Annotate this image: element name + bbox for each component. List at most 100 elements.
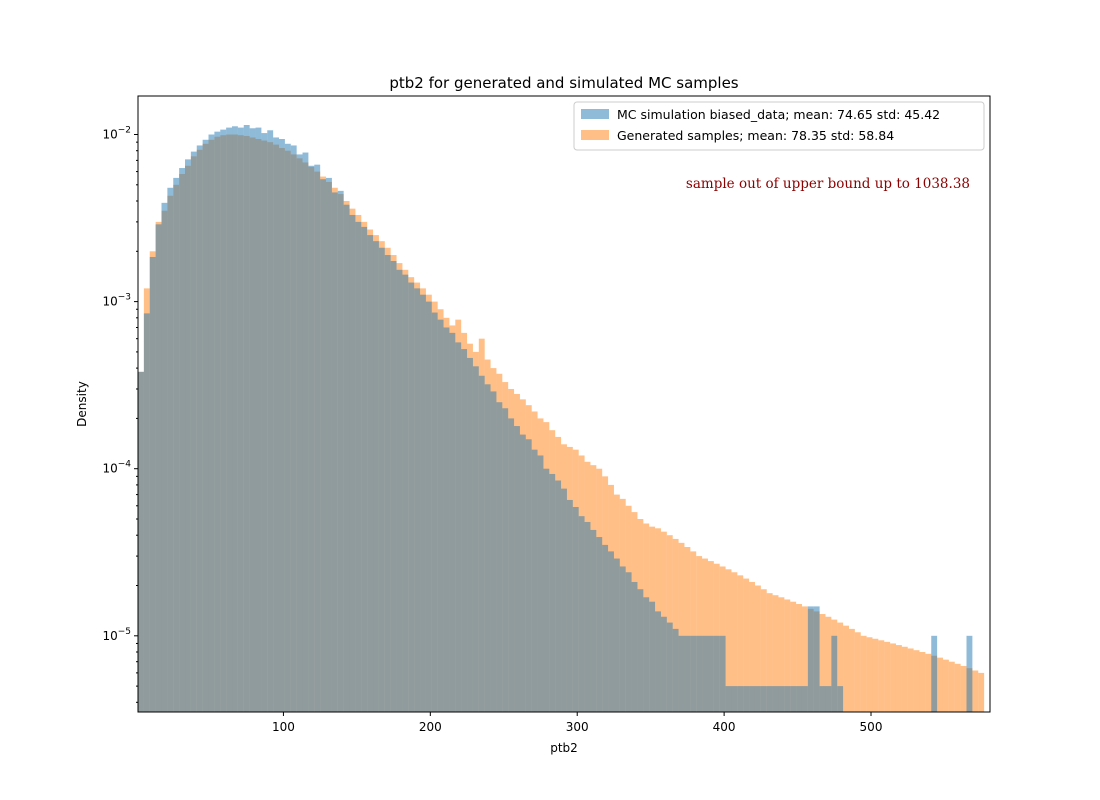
y-tick-label: 10−3 [102,293,131,309]
histogram-bar [866,637,873,712]
histogram-bar [737,575,744,712]
histogram-bar [796,686,802,712]
histogram-bar [420,294,426,712]
histogram-bar [155,224,162,712]
histogram-bar [284,143,291,713]
histogram-bar [901,646,908,712]
histogram-bar [296,154,303,713]
histogram-bar [396,269,403,712]
histogram-bar [790,686,797,712]
histogram-bar [608,551,614,712]
series-mc-simulation-bars [138,125,973,713]
histogram-bar [202,139,209,712]
histogram-bar [279,139,285,712]
histogram-bar [937,657,943,712]
histogram-bar [942,659,949,712]
histogram-bar [843,625,849,712]
histogram-bar [384,255,391,712]
histogram-bar [737,686,744,712]
histogram-bar [854,632,861,712]
histogram-bar [760,589,767,712]
histogram-bar [490,391,497,712]
histogram-bar [649,601,656,712]
histogram-bar [261,133,268,712]
y-axis: 10−5 10−4 10−3 10−2 [102,126,138,703]
histogram-bar [531,449,538,712]
histogram-bar [461,349,468,712]
histogram-bar [766,593,773,712]
histogram-bar [443,327,450,712]
x-tick-label: 400 [713,720,736,734]
histogram-bar [349,214,356,712]
histogram-bar [801,686,808,712]
histogram-bar [837,622,844,712]
histogram-bar [672,538,679,712]
histogram-bar [308,165,315,712]
histogram-bar [743,686,750,712]
histogram-bar [449,332,456,712]
histogram-bar [702,558,708,712]
histogram-bar [819,614,826,712]
legend: MC simulation biased_data; mean: 74.65 s… [573,101,985,151]
histogram-bar [696,635,703,712]
histogram-bar [290,145,297,712]
histogram-bar [502,408,509,712]
histogram-bar [684,635,691,712]
histogram-bar [237,127,244,713]
histogram-bar [331,192,338,712]
histogram-bar [173,177,180,712]
legend-swatch-mc-simulation [581,109,609,119]
histogram-bar [684,547,691,712]
histogram-bar [584,521,591,712]
histogram-bar [643,597,650,712]
histogram-bar [848,628,855,712]
histogram-bar [655,611,661,712]
plot-area [137,95,991,713]
histogram-bar [185,159,191,713]
histogram-bar [214,131,221,712]
histogram-bar [361,226,368,712]
histogram-bar [678,635,685,712]
histogram-bar [954,663,961,712]
histogram-bar [619,566,626,712]
histogram-bar [725,686,732,712]
histogram-bar [872,638,879,712]
histogram-bar [267,130,274,712]
x-axis-label: ptb2 [550,741,578,755]
histogram-bar [208,134,215,712]
histogram-bar [478,375,485,712]
histogram-bar [884,641,891,712]
histogram-bar [895,645,902,712]
histogram-bar [143,313,150,712]
histogram-bar [273,137,280,713]
histogram-bar [878,640,885,712]
histogram-bar [537,455,544,712]
histogram-bar [590,529,597,712]
histogram-bar [355,221,362,712]
histogram-bar [402,274,409,712]
histogram-bar [913,650,920,712]
histogram-bar [496,402,503,712]
histogram-bar [948,661,955,712]
histogram-bar [631,581,638,712]
histogram-bar [690,635,697,712]
histogram-bar [326,177,332,712]
histogram-bar [801,606,808,712]
histogram-bar [337,190,344,713]
histogram-bar [373,241,379,712]
legend-entry-mc-simulation: MC simulation biased_data; mean: 74.65 s… [617,107,940,122]
histogram-bar [302,152,309,713]
histogram-bar [167,187,174,712]
histogram-bar [754,585,761,712]
histogram-bar [907,648,914,712]
histogram-bar [919,652,926,712]
histogram-bar [414,288,421,712]
histogram-bar [390,261,397,712]
histogram-bar [666,622,673,712]
histogram-bar [314,164,321,712]
histogram-bar [690,551,697,712]
histogram-bar [837,686,844,712]
histogram-bar [702,635,708,712]
histogram-bar [707,635,714,712]
x-axis: 100 200 300 400 500 [272,712,882,734]
